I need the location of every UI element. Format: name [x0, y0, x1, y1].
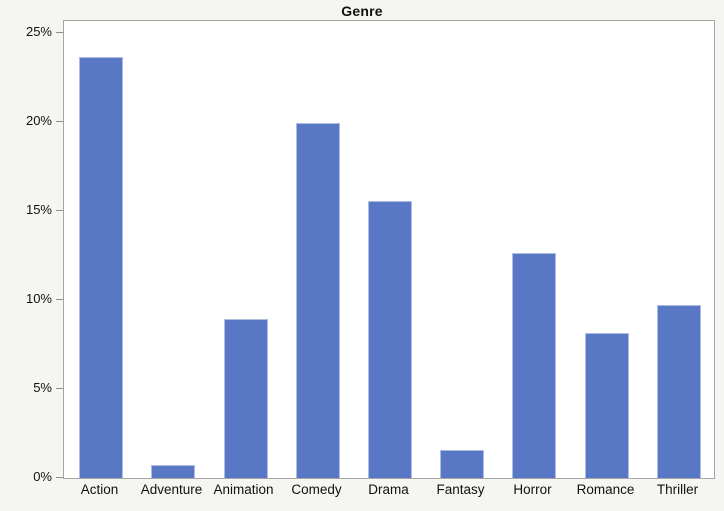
- y-tick-mark: [56, 32, 63, 33]
- bar-thriller[interactable]: [657, 305, 701, 478]
- x-tick-label: Adventure: [140, 482, 203, 497]
- y-tick-mark: [56, 121, 63, 122]
- y-tick-label: 15%: [25, 202, 52, 217]
- y-tick-mark: [56, 388, 63, 389]
- y-tick-mark: [56, 477, 63, 478]
- bar-drama[interactable]: [368, 201, 412, 478]
- y-tick-label: 10%: [25, 291, 52, 306]
- y-tick-mark: [56, 210, 63, 211]
- bar-fantasy[interactable]: [440, 450, 484, 478]
- x-tick-label: Horror: [513, 482, 552, 497]
- y-tick-label: 5%: [33, 380, 52, 395]
- x-tick-label: Comedy: [291, 482, 342, 497]
- x-tick-label: Thriller: [656, 482, 699, 497]
- bar-comedy[interactable]: [296, 123, 340, 478]
- x-tick-label: Drama: [368, 482, 409, 497]
- x-tick-label: Animation: [213, 482, 274, 497]
- y-tick-mark: [56, 299, 63, 300]
- x-tick-label: Romance: [576, 482, 635, 497]
- bar-animation[interactable]: [224, 319, 268, 478]
- bar-horror[interactable]: [512, 253, 556, 478]
- plot-area: [63, 20, 715, 479]
- y-tick-label: 0%: [33, 469, 52, 484]
- bar-adventure[interactable]: [151, 465, 195, 478]
- chart-title: Genre: [341, 3, 383, 19]
- x-tick-label: Action: [80, 482, 119, 497]
- y-tick-label: 20%: [25, 113, 52, 128]
- x-tick-label: Fantasy: [436, 482, 485, 497]
- y-tick-label: 25%: [25, 24, 52, 39]
- bar-romance[interactable]: [585, 333, 629, 478]
- bar-action[interactable]: [79, 57, 123, 478]
